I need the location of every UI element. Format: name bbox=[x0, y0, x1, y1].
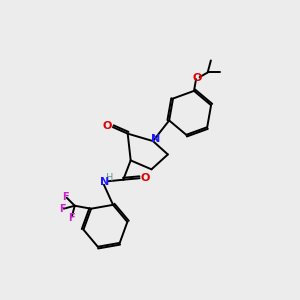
Text: N: N bbox=[151, 134, 160, 144]
Text: O: O bbox=[140, 172, 150, 183]
Text: H: H bbox=[106, 173, 114, 183]
Text: O: O bbox=[193, 73, 202, 83]
Text: O: O bbox=[103, 121, 112, 130]
Text: F: F bbox=[68, 213, 75, 223]
Text: F: F bbox=[59, 204, 66, 214]
Text: F: F bbox=[62, 192, 69, 202]
Text: N: N bbox=[100, 177, 110, 187]
